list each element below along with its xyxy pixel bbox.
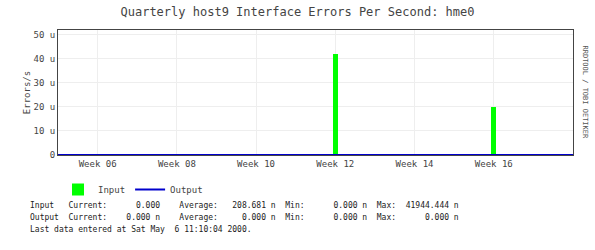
svg-text:Week 14: Week 14 — [396, 159, 434, 169]
svg-text:RRDTOOL / TOBI OETIKER: RRDTOOL / TOBI OETIKER — [581, 46, 589, 140]
svg-text:Last data entered at Sat May: Last data entered at Sat May 6 11:10:04 … — [30, 225, 252, 234]
svg-text:40 u: 40 u — [34, 54, 56, 64]
svg-text:Errors/s: Errors/s — [22, 71, 32, 114]
svg-text:Output Current: 0.000 n: Output Current: 0.000 n Average: 0.000 n… — [30, 213, 459, 222]
svg-text:Week 08: Week 08 — [158, 159, 196, 169]
svg-text:30 u: 30 u — [34, 78, 56, 88]
svg-text:50 u: 50 u — [34, 30, 56, 40]
svg-text:20 u: 20 u — [34, 102, 56, 112]
svg-text:Week 12: Week 12 — [316, 159, 354, 169]
svg-text:Week 06: Week 06 — [79, 159, 117, 169]
svg-text:0: 0 — [50, 150, 55, 160]
svg-text:10 u: 10 u — [34, 126, 56, 136]
svg-text:Input: Input — [98, 185, 125, 195]
svg-text:Output: Output — [170, 185, 203, 195]
svg-text:Week 16: Week 16 — [475, 159, 513, 169]
svg-text:Quarterly host9 Interface Erro: Quarterly host9 Interface Errors Per Sec… — [120, 5, 474, 19]
svg-text:Week 10: Week 10 — [237, 159, 275, 169]
svg-text:Input Current: 0.000: Input Current: 0.000 Average: 208.681 n … — [30, 201, 459, 210]
